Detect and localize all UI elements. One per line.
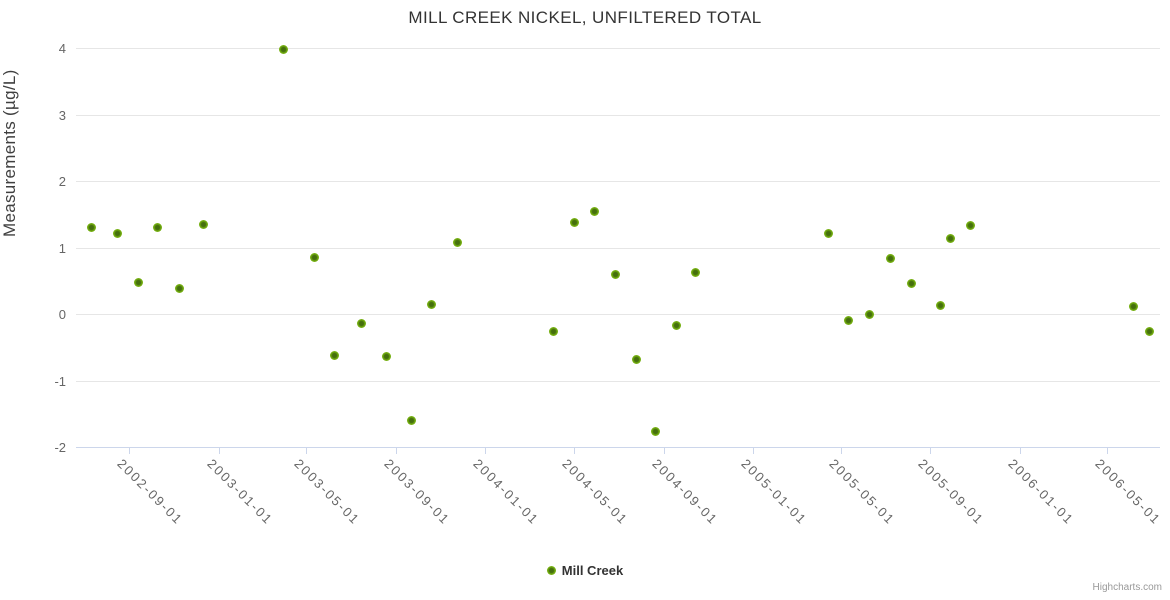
data-point[interactable] — [610, 269, 620, 279]
gridline — [76, 247, 1160, 249]
x-axis-tick — [573, 448, 575, 454]
data-point[interactable] — [113, 229, 123, 239]
data-point[interactable] — [865, 309, 875, 319]
legend: Mill Creek — [0, 563, 1170, 578]
highcharts-credit-link[interactable]: Highcharts.com — [1092, 582, 1162, 593]
legend-marker-icon — [546, 566, 556, 575]
data-point[interactable] — [309, 252, 319, 262]
data-point[interactable] — [966, 221, 976, 231]
data-point[interactable] — [1145, 326, 1155, 336]
data-point[interactable] — [356, 319, 366, 329]
data-point[interactable] — [548, 327, 558, 337]
x-axis-label: 2003-09-01 — [381, 456, 454, 528]
data-point[interactable] — [844, 316, 854, 326]
data-point[interactable] — [945, 233, 955, 243]
data-point[interactable] — [570, 218, 579, 228]
x-axis-label: 2002-09-01 — [114, 456, 187, 528]
x-axis-line — [76, 447, 1160, 448]
x-axis-label: 2006-05-01 — [1092, 456, 1165, 528]
data-point[interactable] — [885, 253, 895, 263]
x-axis-tick — [485, 448, 487, 454]
data-point[interactable] — [199, 220, 209, 230]
y-axis-label: 4 — [58, 41, 66, 56]
legend-item-mill-creek[interactable]: Mill Creek — [546, 563, 624, 578]
x-axis-label: 2005-09-01 — [915, 456, 988, 528]
x-axis-label: 2004-05-01 — [559, 456, 631, 528]
gridline — [76, 181, 1160, 182]
x-axis-tick — [1107, 448, 1109, 454]
y-axis-label: 3 — [58, 107, 66, 123]
data-point[interactable] — [824, 229, 834, 239]
y-axis-label: -2 — [54, 440, 66, 455]
x-axis-label: 2004-01-01 — [470, 456, 543, 528]
data-point[interactable] — [936, 300, 946, 310]
x-axis-label: 2004-09-01 — [649, 456, 721, 528]
data-point[interactable] — [153, 223, 163, 233]
data-point[interactable] — [672, 320, 682, 330]
y-axis-label: 0 — [58, 307, 66, 322]
data-point[interactable] — [453, 238, 463, 248]
y-axis-label: 1 — [58, 240, 66, 256]
legend-label: Mill Creek — [561, 563, 624, 578]
x-axis-label: 2003-05-01 — [291, 456, 364, 528]
x-axis-tick — [663, 448, 665, 454]
x-axis-label: 2006-01-01 — [1005, 456, 1077, 528]
data-point[interactable] — [86, 223, 96, 233]
gridline — [76, 380, 1160, 382]
x-axis-tick — [306, 448, 308, 454]
data-point[interactable] — [407, 415, 416, 425]
x-axis-label: 2005-01-01 — [738, 456, 811, 528]
gridline — [76, 48, 1160, 49]
x-axis-tick — [129, 448, 131, 454]
gridline — [76, 314, 1160, 315]
data-point[interactable] — [427, 299, 437, 309]
data-point[interactable] — [906, 278, 916, 288]
x-axis-label: 2003-01-01 — [203, 456, 276, 528]
x-axis-tick — [396, 448, 398, 454]
data-point[interactable] — [279, 44, 289, 54]
y-axis-title: Measurements (µg/L) — [0, 69, 19, 237]
gridline — [76, 114, 1160, 116]
chart-title: MILL CREEK NICKEL, UNFILTERED TOTAL — [408, 8, 762, 27]
data-point[interactable] — [651, 427, 661, 437]
plot-area — [76, 44, 1160, 447]
x-axis-label: 2005-05-01 — [825, 456, 898, 528]
data-point[interactable] — [329, 351, 339, 361]
x-axis-tick — [218, 448, 220, 454]
data-point[interactable] — [589, 207, 599, 217]
x-axis-tick — [840, 448, 842, 454]
data-point[interactable] — [1129, 302, 1139, 312]
data-point[interactable] — [382, 352, 392, 362]
x-axis-tick — [752, 448, 754, 454]
x-axis-tick — [930, 448, 932, 454]
data-point[interactable] — [174, 284, 184, 294]
data-point[interactable] — [133, 277, 143, 287]
data-point[interactable] — [691, 268, 701, 278]
y-axis-label: 2 — [58, 174, 66, 189]
y-axis-label: -1 — [54, 373, 66, 389]
data-point[interactable] — [632, 354, 642, 364]
x-axis-tick — [1019, 448, 1021, 454]
